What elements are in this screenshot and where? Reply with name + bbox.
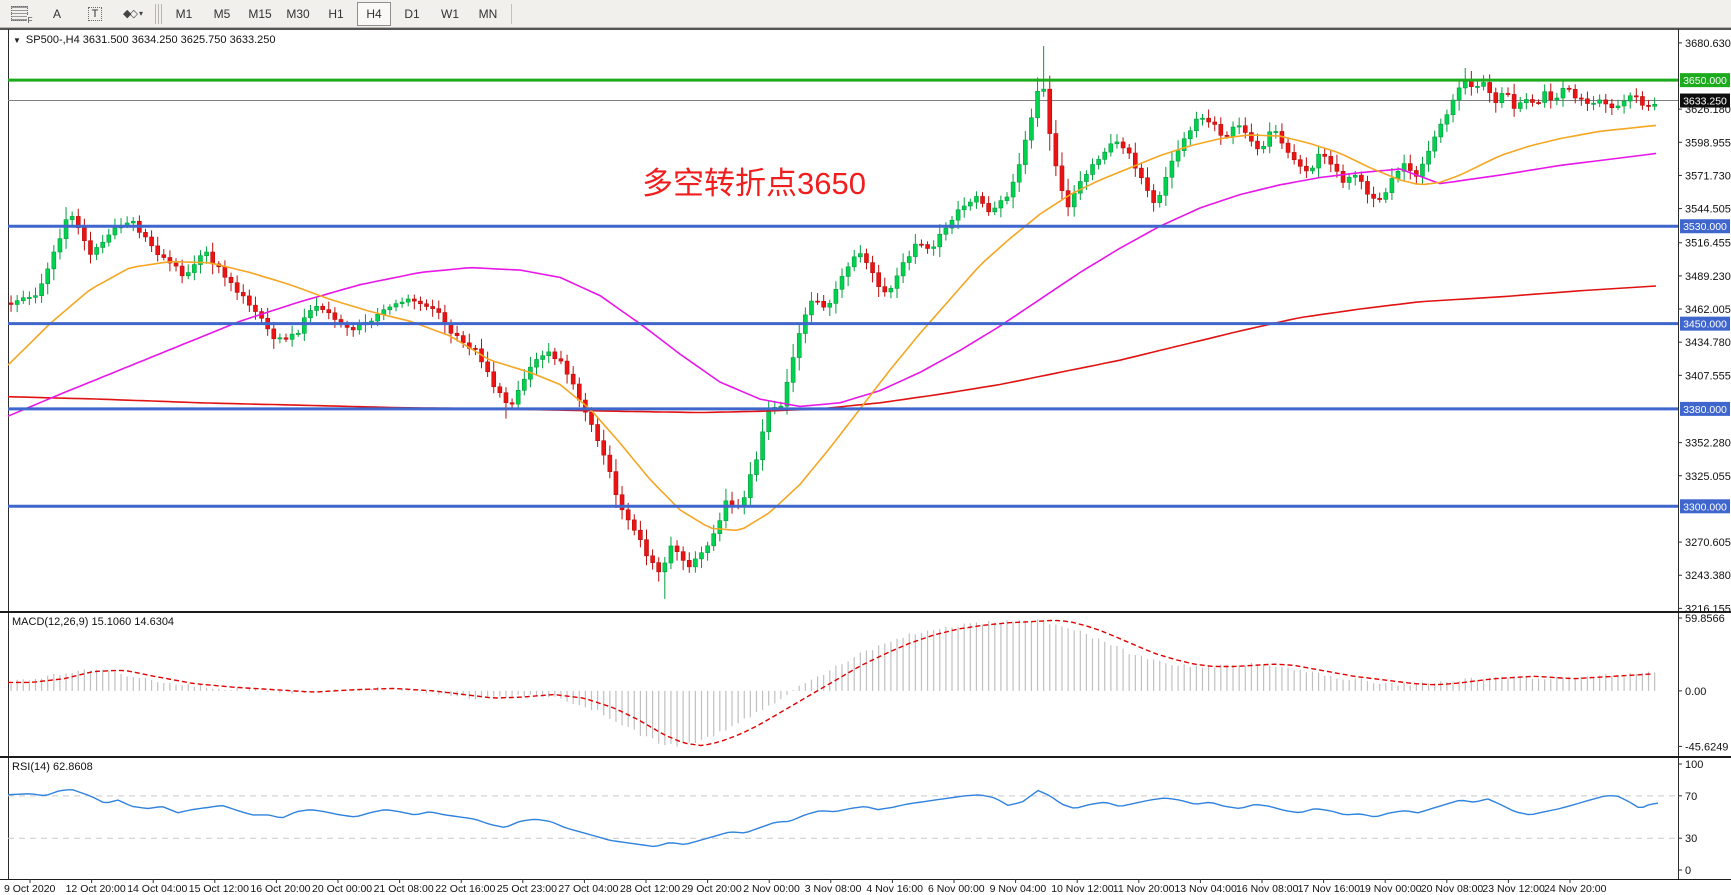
svg-text:13 Nov 04:00: 13 Nov 04:00 — [1174, 883, 1237, 895]
text-label-tool-button[interactable]: A — [40, 2, 74, 26]
grid-f-icon: F — [10, 6, 33, 25]
svg-text:22 Oct 16:00: 22 Oct 16:00 — [435, 883, 495, 895]
chevron-down-icon: ▾ — [138, 9, 143, 18]
svg-text:16 Nov 08:00: 16 Nov 08:00 — [1236, 883, 1299, 895]
svg-text:3380.000: 3380.000 — [1683, 404, 1727, 416]
svg-text:19 Nov 00:00: 19 Nov 00:00 — [1359, 883, 1422, 895]
timeframe-button-d1[interactable]: D1 — [404, 6, 420, 21]
svg-text:27 Oct 04:00: 27 Oct 04:00 — [558, 883, 618, 895]
chart-annotation-text[interactable]: 多空转折点3650 — [642, 166, 866, 201]
macd-chart-canvas[interactable]: 59.8566 0.00 -45.6249 — [0, 613, 1731, 756]
svg-text:100: 100 — [1685, 759, 1703, 771]
rsi-indicator-label: RSI(14) 62.8608 — [12, 761, 93, 773]
svg-text:3300.000: 3300.000 — [1683, 501, 1727, 513]
svg-text:3352.280: 3352.280 — [1685, 438, 1731, 450]
svg-text:3434.780: 3434.780 — [1685, 337, 1731, 349]
svg-text:3680.630: 3680.630 — [1685, 38, 1731, 50]
svg-text:2 Nov 00:00: 2 Nov 00:00 — [743, 883, 800, 895]
price-chart-canvas[interactable]: 3680.6303626.1803598.9553571.7303544.505… — [0, 29, 1731, 611]
svg-text:10 Nov 12:00: 10 Nov 12:00 — [1051, 883, 1114, 895]
svg-text:3407.555: 3407.555 — [1685, 370, 1731, 382]
collapse-caret-icon[interactable]: ▼ — [13, 36, 21, 45]
svg-text:3650.000: 3650.000 — [1683, 75, 1727, 87]
timeframe-button-m1[interactable]: M1 — [175, 6, 193, 21]
svg-text:0: 0 — [1685, 865, 1691, 877]
text-box-tool-button[interactable]: T — [78, 2, 112, 26]
timeframe-button-m30[interactable]: M30 — [286, 6, 310, 21]
svg-text:3216.155: 3216.155 — [1685, 603, 1731, 611]
svg-text:28 Oct 12:00: 28 Oct 12:00 — [620, 883, 680, 895]
svg-text:3598.955: 3598.955 — [1685, 137, 1731, 149]
svg-text:16 Oct 20:00: 16 Oct 20:00 — [250, 883, 310, 895]
pane-separator[interactable] — [0, 611, 1731, 613]
svg-text:0.00: 0.00 — [1685, 686, 1706, 698]
svg-text:3489.230: 3489.230 — [1685, 271, 1731, 283]
svg-text:4 Nov 16:00: 4 Nov 16:00 — [866, 883, 923, 895]
timeframe-button-h1[interactable]: H1 — [328, 6, 344, 21]
chart-symbol-header[interactable]: ▼ SP500-,H4 3631.500 3634.250 3625.750 36… — [13, 34, 275, 46]
svg-text:59.8566: 59.8566 — [1685, 613, 1725, 625]
svg-text:9 Nov 04:00: 9 Nov 04:00 — [990, 883, 1047, 895]
timeframe-button-w1[interactable]: W1 — [441, 6, 459, 21]
svg-text:3571.730: 3571.730 — [1685, 170, 1731, 182]
timeframe-button-m15[interactable]: M15 — [248, 6, 272, 21]
svg-text:15 Oct 12:00: 15 Oct 12:00 — [189, 883, 249, 895]
svg-text:25 Oct 23:00: 25 Oct 23:00 — [497, 883, 557, 895]
macd-pane[interactable]: 59.8566 0.00 -45.6249 MACD(12,26,9) 15.106… — [0, 613, 1731, 756]
macd-indicator-label: MACD(12,26,9) 15.1060 14.6304 — [12, 616, 175, 628]
svg-text:11 Nov 20:00: 11 Nov 20:00 — [1113, 883, 1175, 895]
svg-text:3243.380: 3243.380 — [1685, 570, 1731, 582]
svg-text:3544.505: 3544.505 — [1685, 204, 1731, 216]
svg-text:70: 70 — [1685, 791, 1697, 803]
svg-text:23 Nov 12:00: 23 Nov 12:00 — [1482, 883, 1545, 895]
rsi-pane[interactable]: 100 70 30 0 RSI(14) 62.8608 — [0, 758, 1731, 879]
svg-text:20 Oct 00:00: 20 Oct 00:00 — [312, 883, 372, 895]
svg-text:20 Nov 08:00: 20 Nov 08:00 — [1421, 883, 1484, 895]
text-box-icon: T — [87, 6, 103, 21]
svg-text:29 Oct 20:00: 29 Oct 20:00 — [682, 883, 742, 895]
template-grid-button[interactable]: F — [2, 2, 36, 26]
rsi-chart-canvas[interactable]: 100 70 30 0 — [0, 758, 1731, 879]
svg-text:3 Nov 08:00: 3 Nov 08:00 — [805, 883, 862, 895]
svg-text:14 Oct 04:00: 14 Oct 04:00 — [127, 883, 187, 895]
svg-text:24 Nov 20:00: 24 Nov 20:00 — [1544, 883, 1607, 895]
price-pane[interactable]: 3680.630 3626.180 3598.955 3571.730 3544.505… — [0, 29, 1731, 611]
svg-text:17 Nov 16:00: 17 Nov 16:00 — [1298, 883, 1361, 895]
svg-text:3530.000: 3530.000 — [1683, 221, 1727, 233]
svg-text:3633.250: 3633.250 — [1683, 96, 1727, 108]
symbol-ohlc-text: SP500-,H4 3631.500 3634.250 3625.750 363… — [25, 34, 276, 46]
toolbar: F A T ◆◇ ▾ M1 M5 M15 M30 H1 H4 D1 W1 MN — [0, 0, 1731, 28]
svg-text:3325.055: 3325.055 — [1685, 471, 1731, 483]
timeframe-button-m5[interactable]: M5 — [213, 6, 231, 21]
svg-text:9 Oct 2020: 9 Oct 2020 — [4, 883, 56, 895]
timeframe-button-mn[interactable]: MN — [478, 6, 498, 21]
letter-a-icon: A — [52, 6, 61, 21]
svg-text:3270.605: 3270.605 — [1685, 537, 1731, 549]
svg-text:21 Oct 08:00: 21 Oct 08:00 — [374, 883, 434, 895]
svg-text:12 Oct 20:00: 12 Oct 20:00 — [66, 883, 126, 895]
svg-text:3516.455: 3516.455 — [1685, 238, 1731, 250]
chart-window: 3680.630 3626.180 3598.955 3571.730 3544.505… — [0, 28, 1731, 895]
svg-text:3450.000: 3450.000 — [1683, 319, 1727, 331]
time-axis[interactable]: 9 Oct 2020 12 Oct 20:00 14 Oct 04:00 15 Oct… — [0, 879, 1731, 895]
shapes-tool-button[interactable]: ◆◇ ▾ — [116, 2, 150, 26]
toolbar-drag-handle[interactable] — [155, 3, 163, 24]
pane-separator[interactable] — [0, 756, 1731, 758]
time-axis-canvas: 9 Oct 2020 12 Oct 20:00 14 Oct 04:00 15 Oct… — [0, 879, 1731, 895]
toolbar-separator — [511, 3, 512, 24]
svg-text:-45.6249: -45.6249 — [1685, 741, 1728, 753]
shapes-icon: ◆◇ — [123, 8, 138, 20]
timeframe-button-h4-active[interactable]: H4 — [357, 1, 391, 26]
svg-text:3462.005: 3462.005 — [1685, 304, 1731, 316]
svg-text:30: 30 — [1685, 833, 1697, 845]
svg-text:6 Nov 00:00: 6 Nov 00:00 — [928, 883, 985, 895]
